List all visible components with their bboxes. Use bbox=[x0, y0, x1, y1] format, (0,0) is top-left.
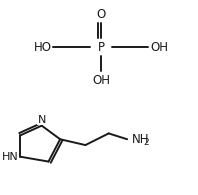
Text: P: P bbox=[97, 41, 104, 53]
Text: HN: HN bbox=[2, 152, 18, 162]
Text: OH: OH bbox=[150, 41, 168, 53]
Text: N: N bbox=[37, 115, 46, 125]
Text: HO: HO bbox=[34, 41, 52, 53]
Text: OH: OH bbox=[92, 74, 110, 87]
Text: 2: 2 bbox=[143, 138, 149, 147]
Text: NH: NH bbox=[132, 133, 149, 146]
Text: O: O bbox=[96, 8, 106, 20]
